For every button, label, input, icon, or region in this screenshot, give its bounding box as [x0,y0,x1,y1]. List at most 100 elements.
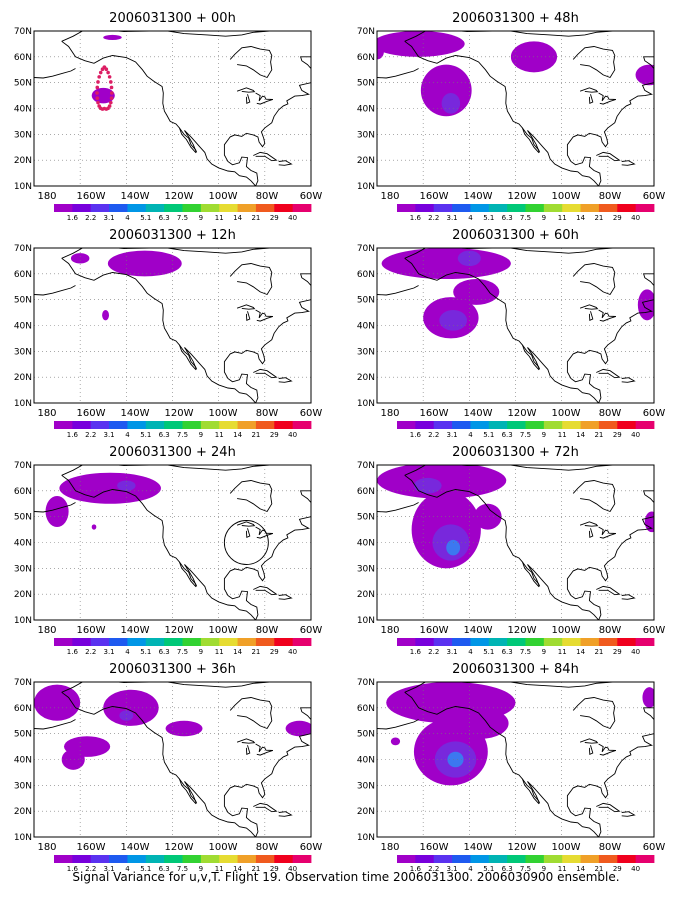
x-tick-label: 160W [420,625,449,636]
variance-contour [642,687,654,708]
colorbar-label: 11 [215,865,224,873]
colorbar-label: 29 [613,214,622,222]
coastline [236,87,256,93]
colorbar-swatch [470,855,490,863]
colorbar-swatch [164,421,183,429]
colorbar-swatch [109,421,128,429]
colorbar-label: 4 [125,865,130,873]
y-tick-label: 60N [357,487,375,497]
colorbar-label: 7.5 [520,648,531,656]
coastline [377,68,419,79]
colorbar-label: 21 [594,865,603,873]
x-tick-label: 180 [37,625,56,636]
coastline [278,811,293,817]
x-tick-label: 60W [300,625,323,636]
colorbar-swatch [237,421,257,429]
flight-track-point [107,75,112,79]
colorbar-swatch [109,855,128,863]
colorbar-label: 4 [468,648,473,656]
colorbar-label: 2.2 [85,648,96,656]
coastline [377,502,419,513]
colorbar-label: 29 [270,648,279,656]
coastline [178,344,197,371]
coastline [223,56,311,186]
y-tick-label: 20N [14,373,32,383]
x-tick-label: 60W [300,842,323,853]
colorbar-swatch [90,204,110,212]
colorbar-label: 21 [251,865,260,873]
coastline [588,528,594,538]
y-tick-label: 10N [14,833,32,843]
colorbar-swatch [255,421,275,429]
colorbar-label: 3.1 [104,648,115,656]
coastline [278,160,293,166]
coastline [255,309,274,322]
colorbar-swatch [543,421,563,429]
map-panel: 2006031300 + 36h 180 160W 140W 120W 100W 80W 60… [14,662,323,873]
colorbar-label: 14 [233,431,242,439]
colorbar-label: 5.1 [140,648,151,656]
x-tick-label: 180 [380,625,399,636]
colorbar-swatch [72,855,92,863]
coastline [245,745,251,755]
coastline [253,368,278,379]
y-tick-label: 70N [357,27,375,37]
coastline [596,368,621,379]
colorbar-label: 40 [288,431,297,439]
colorbar-swatch [127,638,147,646]
coastline [596,585,621,596]
colorbar-swatch [90,855,110,863]
coastline [34,285,76,296]
x-tick-label: 60W [300,408,323,419]
colorbar-swatch [415,204,435,212]
coastline [621,811,636,817]
coastline [245,528,251,538]
colorbar-label: 14 [233,214,242,222]
map-frame [376,464,655,621]
colorbar-label: 40 [631,214,640,222]
figure-caption: Signal Variance for u,v,T. Flight 19. Ob… [72,870,620,884]
map-content [34,31,311,186]
coastline [278,594,293,600]
colorbar-swatch [127,421,147,429]
variance-contour [61,749,85,770]
colorbar-label: 11 [558,431,567,439]
colorbar-swatch [127,855,147,863]
coastline [61,691,198,804]
colorbar-swatch [72,421,92,429]
x-tick-label: 120W [508,408,537,419]
x-tick-label: 100W [552,842,581,853]
y-tick-label: 30N [14,781,32,791]
y-tick-label: 60N [357,270,375,280]
y-tick-label: 20N [357,807,375,817]
coastline [598,92,617,105]
y-tick-label: 40N [357,756,375,766]
x-tick-label: 80W [256,408,279,419]
colorbar-swatch [164,638,183,646]
coastline [566,707,654,837]
variance-contour [413,477,442,494]
x-tick-label: 80W [599,842,622,853]
colorbar-swatch [525,638,545,646]
colorbar-label: 21 [251,431,260,439]
variance-contour [644,511,654,533]
colorbar-swatch [562,421,581,429]
coastline [253,585,278,596]
coastline [377,285,419,296]
colorbar-swatch [452,855,471,863]
x-tick-label: 160W [420,408,449,419]
y-tick-label: 10N [14,399,32,409]
coastline [572,697,616,730]
x-tick-label: 160W [77,408,106,419]
colorbar-label: 40 [631,865,640,873]
x-tick-label: 80W [599,625,622,636]
colorbar-swatch [488,421,508,429]
colorbar-label: 11 [558,865,567,873]
map-content [34,465,311,620]
colorbar-swatch [54,855,73,863]
coastline [278,377,293,383]
colorbar-label: 6.3 [159,214,170,222]
coastline [579,521,599,527]
colorbar-swatch [470,638,490,646]
y-tick-label: 70N [357,461,375,471]
